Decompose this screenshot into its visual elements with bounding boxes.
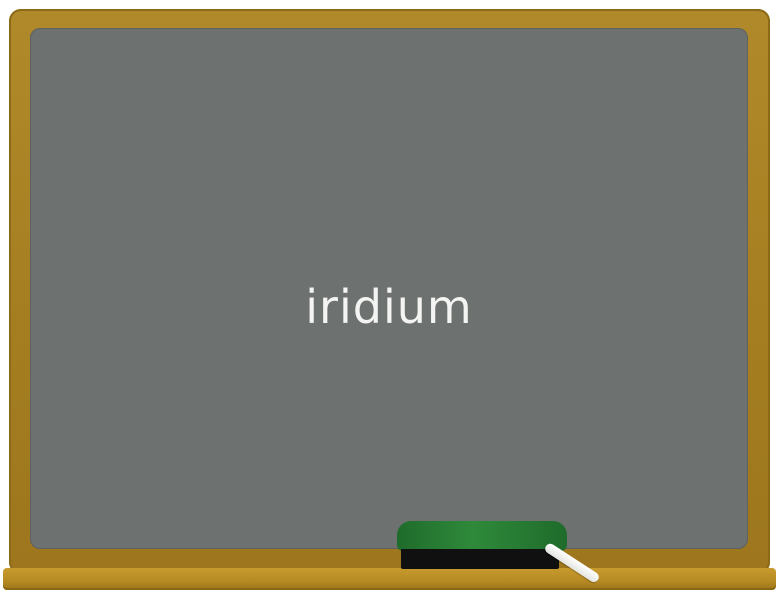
- eraser-base: [401, 549, 559, 569]
- chalkboard-word: iridium: [305, 280, 473, 334]
- chalk-ledge: [3, 568, 776, 590]
- eraser-icon: [397, 521, 567, 569]
- chalkboard-surface: iridium: [30, 28, 748, 549]
- eraser-felt: [397, 521, 567, 551]
